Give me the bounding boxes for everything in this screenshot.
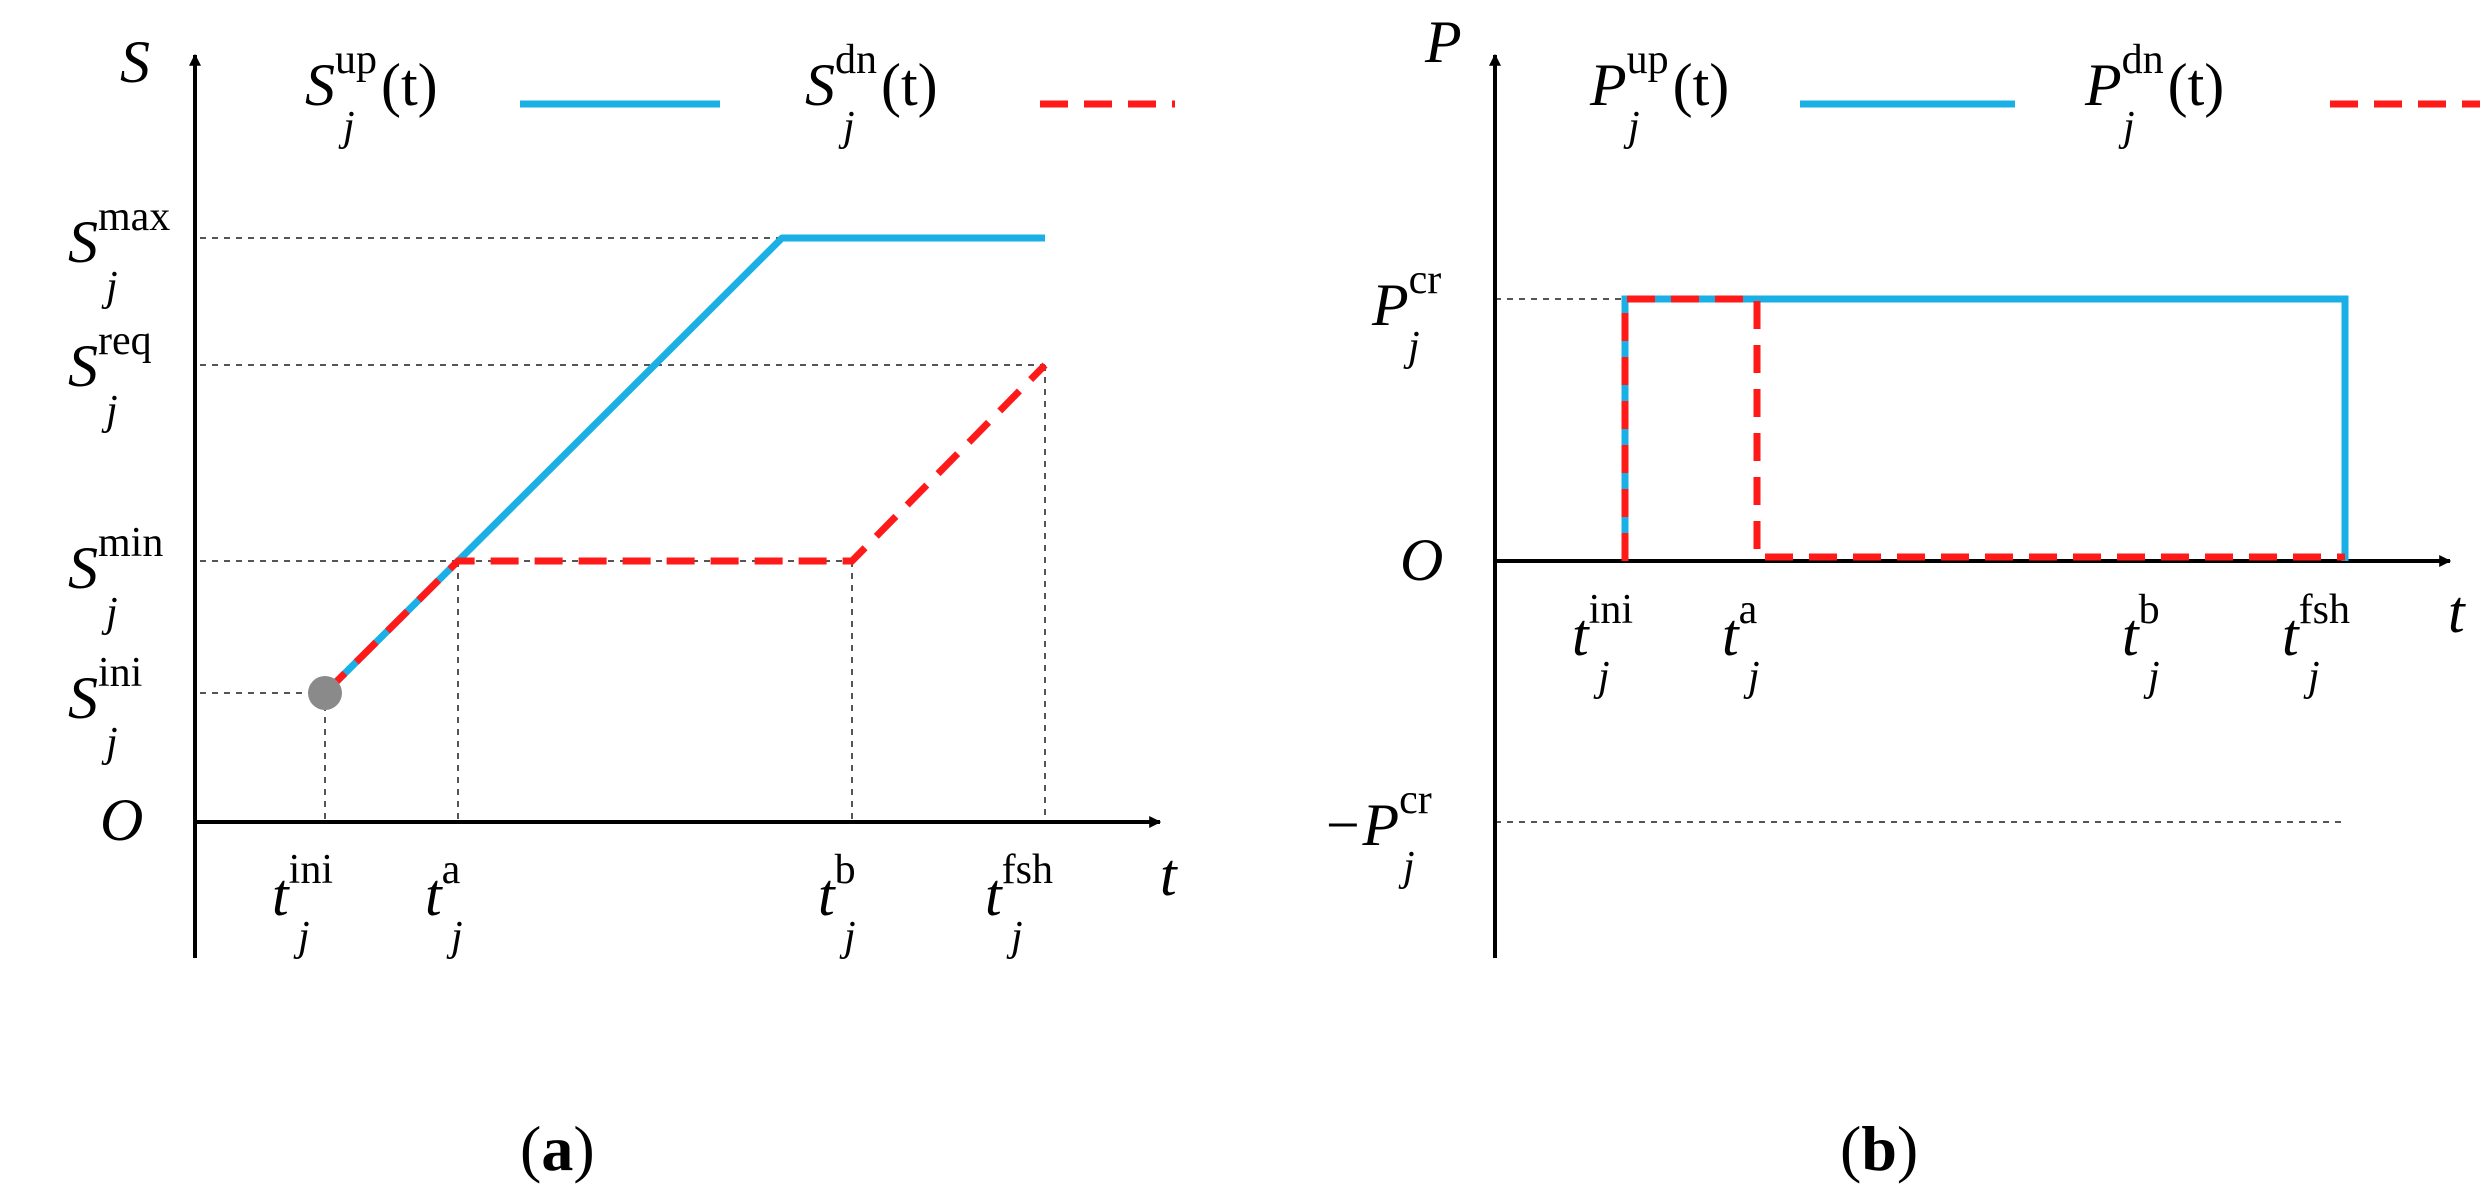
- tick-p-cr-sub: j: [1403, 324, 1420, 370]
- tick-t-fsh-b-sub: j: [2303, 654, 2320, 700]
- caption-b: (b): [1840, 1113, 1918, 1184]
- tick-t-b-a: tb: [818, 847, 856, 928]
- tick-t-fsh-a: tfsh: [985, 847, 1053, 928]
- tick-neg-p-cr-sub: j: [1398, 844, 1415, 890]
- legend-s-dn: Sdn(t): [805, 37, 938, 118]
- tick-neg-p-cr: −Pcr: [1322, 777, 1432, 858]
- panel-b: P t O Pcr j −Pcr j tini j ta j tb j tfsh…: [1322, 9, 2480, 1184]
- tick-s-req: Sreq: [68, 318, 152, 399]
- legend-s-up-sub: j: [338, 104, 355, 150]
- curve-p-up: [1621, 295, 2349, 561]
- tick-p-cr: Pcr: [1371, 257, 1441, 338]
- tick-t-a-a-sub: j: [446, 914, 463, 960]
- y-symbol-b: P: [1424, 9, 1462, 75]
- tick-t-b-b-sub: j: [2143, 654, 2160, 700]
- tick-t-b-a-sub: j: [839, 914, 856, 960]
- legend-s-up: Sup(t): [305, 37, 438, 118]
- tick-t-fsh-b: tfsh: [2282, 587, 2350, 668]
- tick-s-req-sub: j: [101, 388, 118, 434]
- start-dot: [308, 676, 342, 710]
- tick-s-ini: Sini: [68, 650, 142, 731]
- tick-s-min-sub: j: [101, 590, 118, 636]
- tick-t-a-b: ta: [1722, 587, 1758, 668]
- x-symbol-a: t: [1160, 842, 1178, 908]
- legend-a: Sup(t) j Sdn(t) j: [305, 37, 1175, 150]
- tick-t-ini-a: tini: [272, 847, 333, 928]
- tick-s-max: Smax: [68, 194, 170, 275]
- legend-s-dn-sub: j: [838, 104, 855, 150]
- legend-p-dn: Pdn(t): [2084, 37, 2224, 118]
- tick-s-max-sub: j: [101, 264, 118, 310]
- caption-a: (a): [520, 1113, 595, 1184]
- legend-b: Pup(t) j Pdn(t) j: [1589, 37, 2480, 150]
- tick-s-min: Smin: [68, 520, 163, 601]
- tick-t-ini-b: tini: [1572, 587, 1633, 668]
- curve-p-dn: [1621, 295, 2345, 561]
- panel-a: S t O Smax j Sreq j Smin j Sini j tini j…: [68, 29, 1178, 1184]
- y-symbol-a: S: [120, 29, 150, 95]
- legend-p-dn-sub: j: [2118, 104, 2135, 150]
- tick-t-b-b: tb: [2122, 587, 2160, 668]
- tick-t-a-a: ta: [425, 847, 461, 928]
- tick-t-ini-a-sub: j: [293, 914, 310, 960]
- x-symbol-b: t: [2448, 579, 2466, 645]
- curve-s-up: [322, 234, 1045, 696]
- curve-s-dn: [322, 362, 1048, 696]
- tick-s-ini-sub: j: [101, 720, 118, 766]
- tick-t-a-b-sub: j: [1743, 654, 1760, 700]
- legend-p-up: Pup(t): [1589, 37, 1729, 118]
- origin-b: O: [1400, 527, 1443, 593]
- origin-a: O: [100, 787, 143, 853]
- tick-t-fsh-a-sub: j: [1006, 914, 1023, 960]
- tick-t-ini-b-sub: j: [1593, 654, 1610, 700]
- legend-p-up-sub: j: [1623, 104, 1640, 150]
